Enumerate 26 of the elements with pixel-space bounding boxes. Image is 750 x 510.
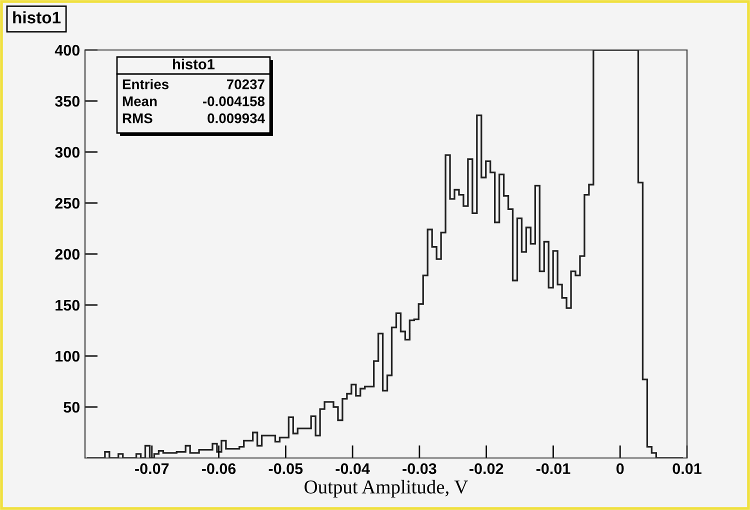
x-tick-label: 0.01 (672, 463, 702, 474)
x-tick-label: -0.05 (268, 463, 303, 474)
x-tick-label: -0.06 (202, 463, 236, 474)
y-tick-label: 50 (64, 402, 80, 413)
y-tick-label: 350 (55, 96, 80, 107)
x-tick-label: -0.02 (470, 463, 504, 474)
y-tick-label: 100 (56, 350, 80, 362)
x-tick-label: -0.04 (336, 463, 370, 474)
annotation: histo1 (173, 58, 215, 70)
y-tick-label: 300 (55, 146, 80, 158)
x-tick-label: -0.07 (135, 463, 169, 474)
annotation: RMS (122, 113, 152, 124)
annotation: Entries (122, 79, 169, 90)
y-tick-label: 150 (56, 300, 80, 311)
y-tick-label: 400 (54, 44, 80, 56)
annotation: 70237 (226, 79, 264, 90)
chart-title: histo1 (13, 11, 61, 24)
y-tick-label: 250 (55, 198, 80, 209)
y-tick-label: 200 (55, 248, 80, 260)
annotation: Mean (122, 96, 157, 106)
x-axis-title: Output Amplitude, V (304, 480, 468, 498)
x-tick-label: -0.01 (536, 463, 570, 474)
annotation: -0.004158 (202, 96, 265, 106)
x-tick-label: -0.03 (402, 463, 436, 474)
annotation: 0.009934 (208, 113, 265, 124)
x-tick-label: 0 (616, 463, 624, 474)
